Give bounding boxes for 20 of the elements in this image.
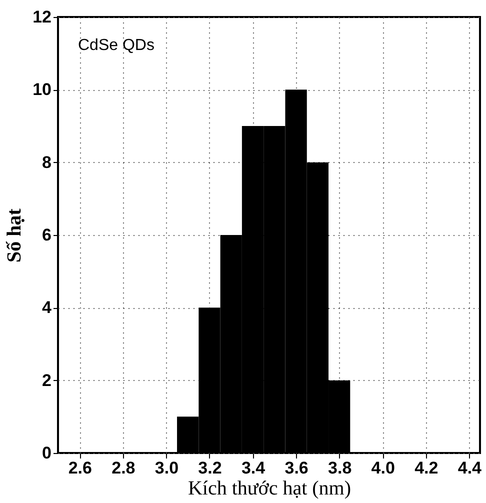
x-tick-label: 4.0 [371, 458, 395, 478]
y-tick-label: 8 [42, 152, 52, 172]
x-tick-label: 3.2 [198, 458, 222, 478]
y-tick-label: 12 [32, 8, 52, 26]
y-tick-label: 2 [42, 370, 52, 390]
annotation: CdSe QDs [78, 37, 154, 54]
x-tick-label: 2.8 [112, 458, 136, 478]
y-tick-label: 0 [42, 444, 52, 462]
x-tick-label: 3.6 [284, 458, 308, 478]
y-tick-label: 4 [42, 298, 52, 318]
y-tick-label: 10 [32, 80, 52, 100]
x-tick-label: 4.2 [414, 458, 438, 478]
y-tick-label: 6 [42, 226, 52, 244]
x-tick-label: 3.8 [328, 458, 352, 478]
x-axis-title: Kích thước hạt (nm) [188, 478, 352, 500]
y-axis-title: Số hạt [4, 208, 26, 262]
x-tick-label: 3.4 [241, 458, 266, 478]
x-tick-label: 2.6 [68, 458, 92, 478]
x-tick-label: 4.4 [458, 458, 482, 478]
x-tick-label: 3.0 [154, 458, 179, 478]
